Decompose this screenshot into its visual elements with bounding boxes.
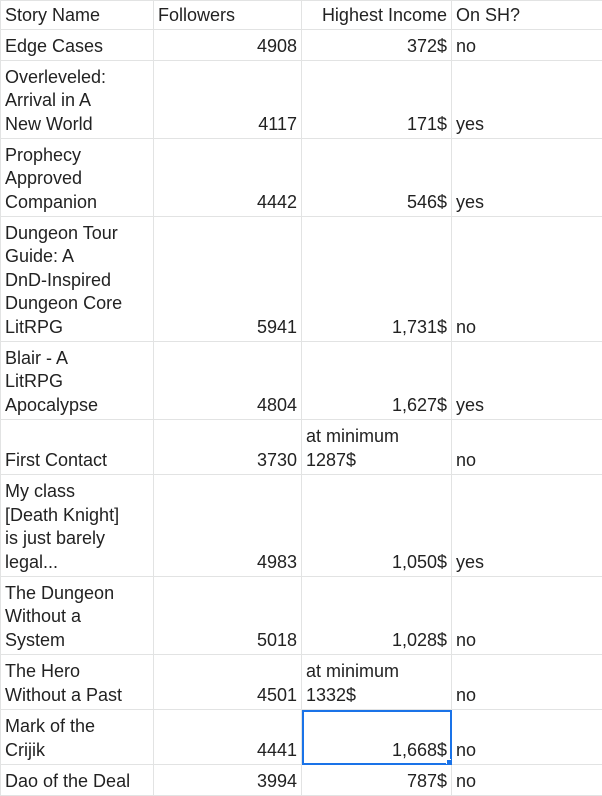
selected-cell-value: 1,668$ bbox=[392, 740, 447, 760]
cell-income[interactable]: 1,028$ bbox=[302, 577, 452, 655]
cell-followers[interactable]: 4501 bbox=[154, 655, 302, 710]
cell-income[interactable]: 372$ bbox=[302, 30, 452, 61]
cell-followers[interactable]: 3994 bbox=[154, 765, 302, 796]
cell-story-name[interactable]: The Dungeon Without a System bbox=[1, 577, 154, 655]
table-row: Dao of the Deal 3994 787$ no bbox=[1, 765, 602, 796]
table-row: Edge Cases 4908 372$ no bbox=[1, 30, 602, 61]
cell-income[interactable]: 171$ bbox=[302, 61, 452, 139]
cell-income[interactable]: at minimum 1287$ bbox=[302, 420, 452, 475]
cell-income[interactable]: 546$ bbox=[302, 139, 452, 217]
fill-handle[interactable] bbox=[446, 759, 452, 765]
header-row: Story Name Followers Highest Income On S… bbox=[1, 1, 602, 30]
cell-story-name[interactable]: Dungeon Tour Guide: A DnD-Inspired Dunge… bbox=[1, 217, 154, 342]
cell-story-name[interactable]: Overleveled: Arrival in A New World bbox=[1, 61, 154, 139]
table-row: The Dungeon Without a System 5018 1,028$… bbox=[1, 577, 602, 655]
table-row: Blair - A LitRPG Apocalypse 4804 1,627$ … bbox=[1, 342, 602, 420]
header-followers[interactable]: Followers bbox=[154, 1, 302, 30]
table-row: First Contact 3730 at minimum 1287$ no bbox=[1, 420, 602, 475]
cell-income[interactable]: 1,731$ bbox=[302, 217, 452, 342]
cell-story-name[interactable]: Mark of the Crijik bbox=[1, 710, 154, 765]
table-row: The Hero Without a Past 4501 at minimum … bbox=[1, 655, 602, 710]
cell-followers[interactable]: 4442 bbox=[154, 139, 302, 217]
table-row: Dungeon Tour Guide: A DnD-Inspired Dunge… bbox=[1, 217, 602, 342]
cell-on-sh[interactable]: yes bbox=[452, 61, 602, 139]
cell-on-sh[interactable]: yes bbox=[452, 139, 602, 217]
cell-income[interactable]: 1,627$ bbox=[302, 342, 452, 420]
cell-story-name[interactable]: The Hero Without a Past bbox=[1, 655, 154, 710]
cell-on-sh[interactable]: no bbox=[452, 765, 602, 796]
header-highest-income[interactable]: Highest Income bbox=[302, 1, 452, 30]
cell-on-sh[interactable]: no bbox=[452, 710, 602, 765]
cell-income[interactable]: 1,050$ bbox=[302, 475, 452, 577]
cell-followers[interactable]: 4983 bbox=[154, 475, 302, 577]
cell-followers[interactable]: 4117 bbox=[154, 61, 302, 139]
table-row: Overleveled: Arrival in A New World 4117… bbox=[1, 61, 602, 139]
header-story-name[interactable]: Story Name bbox=[1, 1, 154, 30]
table-row: Mark of the Crijik 4441 1,668$ no bbox=[1, 710, 602, 765]
cell-followers[interactable]: 3730 bbox=[154, 420, 302, 475]
table-row: Prophecy Approved Companion 4442 546$ ye… bbox=[1, 139, 602, 217]
cell-followers[interactable]: 5018 bbox=[154, 577, 302, 655]
cell-on-sh[interactable]: no bbox=[452, 217, 602, 342]
cell-followers[interactable]: 5941 bbox=[154, 217, 302, 342]
cell-on-sh[interactable]: no bbox=[452, 30, 602, 61]
cell-followers[interactable]: 4441 bbox=[154, 710, 302, 765]
cell-on-sh[interactable]: yes bbox=[452, 475, 602, 577]
cell-on-sh[interactable]: no bbox=[452, 420, 602, 475]
cell-on-sh[interactable]: yes bbox=[452, 342, 602, 420]
cell-story-name[interactable]: Blair - A LitRPG Apocalypse bbox=[1, 342, 154, 420]
cell-on-sh[interactable]: no bbox=[452, 655, 602, 710]
cell-followers[interactable]: 4908 bbox=[154, 30, 302, 61]
selected-cell-income[interactable]: 1,668$ bbox=[302, 710, 452, 765]
cell-income[interactable]: at minimum 1332$ bbox=[302, 655, 452, 710]
cell-story-name[interactable]: My class [Death Knight] is just barely l… bbox=[1, 475, 154, 577]
cell-story-name[interactable]: Prophecy Approved Companion bbox=[1, 139, 154, 217]
cell-followers[interactable]: 4804 bbox=[154, 342, 302, 420]
table-row: My class [Death Knight] is just barely l… bbox=[1, 475, 602, 577]
header-on-sh[interactable]: On SH? bbox=[452, 1, 602, 30]
cell-income[interactable]: 787$ bbox=[302, 765, 452, 796]
cell-on-sh[interactable]: no bbox=[452, 577, 602, 655]
cell-story-name[interactable]: Dao of the Deal bbox=[1, 765, 154, 796]
cell-story-name[interactable]: Edge Cases bbox=[1, 30, 154, 61]
cell-story-name[interactable]: First Contact bbox=[1, 420, 154, 475]
